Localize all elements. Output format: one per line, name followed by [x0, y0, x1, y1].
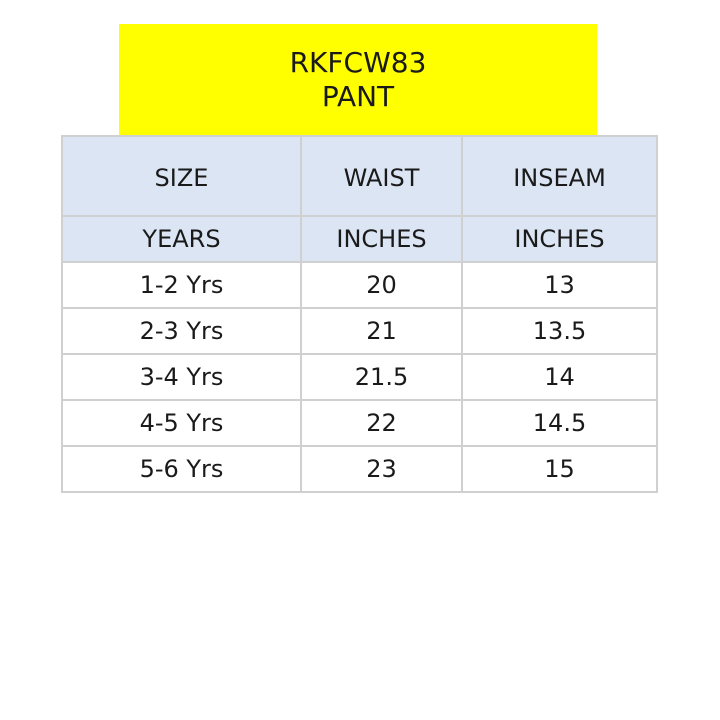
- units-row: YEARS INCHES INCHES: [61, 215, 658, 263]
- table-row: 3-4 Yrs 21.5 14: [61, 353, 658, 401]
- cell-inseam: 15: [461, 445, 658, 493]
- cell-waist: 21.5: [300, 353, 463, 401]
- cell-size: 2-3 Yrs: [61, 307, 302, 355]
- header-row: SIZE WAIST INSEAM: [61, 135, 658, 217]
- cell-waist: 22: [300, 399, 463, 447]
- header-inseam: INSEAM: [461, 135, 658, 217]
- cell-size: 5-6 Yrs: [61, 445, 302, 493]
- cell-size: 1-2 Yrs: [61, 261, 302, 309]
- cell-size: 4-5 Yrs: [61, 399, 302, 447]
- table-row: 2-3 Yrs 21 13.5: [61, 307, 658, 355]
- title-banner: RKFCW83 PANT: [119, 24, 597, 135]
- garment-type: PANT: [321, 79, 395, 113]
- unit-waist: INCHES: [300, 215, 463, 263]
- product-code: RKFCW83: [289, 45, 427, 79]
- unit-size: YEARS: [61, 215, 302, 263]
- cell-waist: 23: [300, 445, 463, 493]
- header-waist: WAIST: [300, 135, 463, 217]
- cell-inseam: 14.5: [461, 399, 658, 447]
- size-chart-table: SIZE WAIST INSEAM YEARS INCHES INCHES 1-…: [61, 135, 658, 493]
- unit-inseam: INCHES: [461, 215, 658, 263]
- cell-inseam: 13.5: [461, 307, 658, 355]
- cell-size: 3-4 Yrs: [61, 353, 302, 401]
- cell-inseam: 14: [461, 353, 658, 401]
- table-row: 4-5 Yrs 22 14.5: [61, 399, 658, 447]
- table-row: 5-6 Yrs 23 15: [61, 445, 658, 493]
- header-size: SIZE: [61, 135, 302, 217]
- cell-waist: 20: [300, 261, 463, 309]
- cell-inseam: 13: [461, 261, 658, 309]
- table-row: 1-2 Yrs 20 13: [61, 261, 658, 309]
- cell-waist: 21: [300, 307, 463, 355]
